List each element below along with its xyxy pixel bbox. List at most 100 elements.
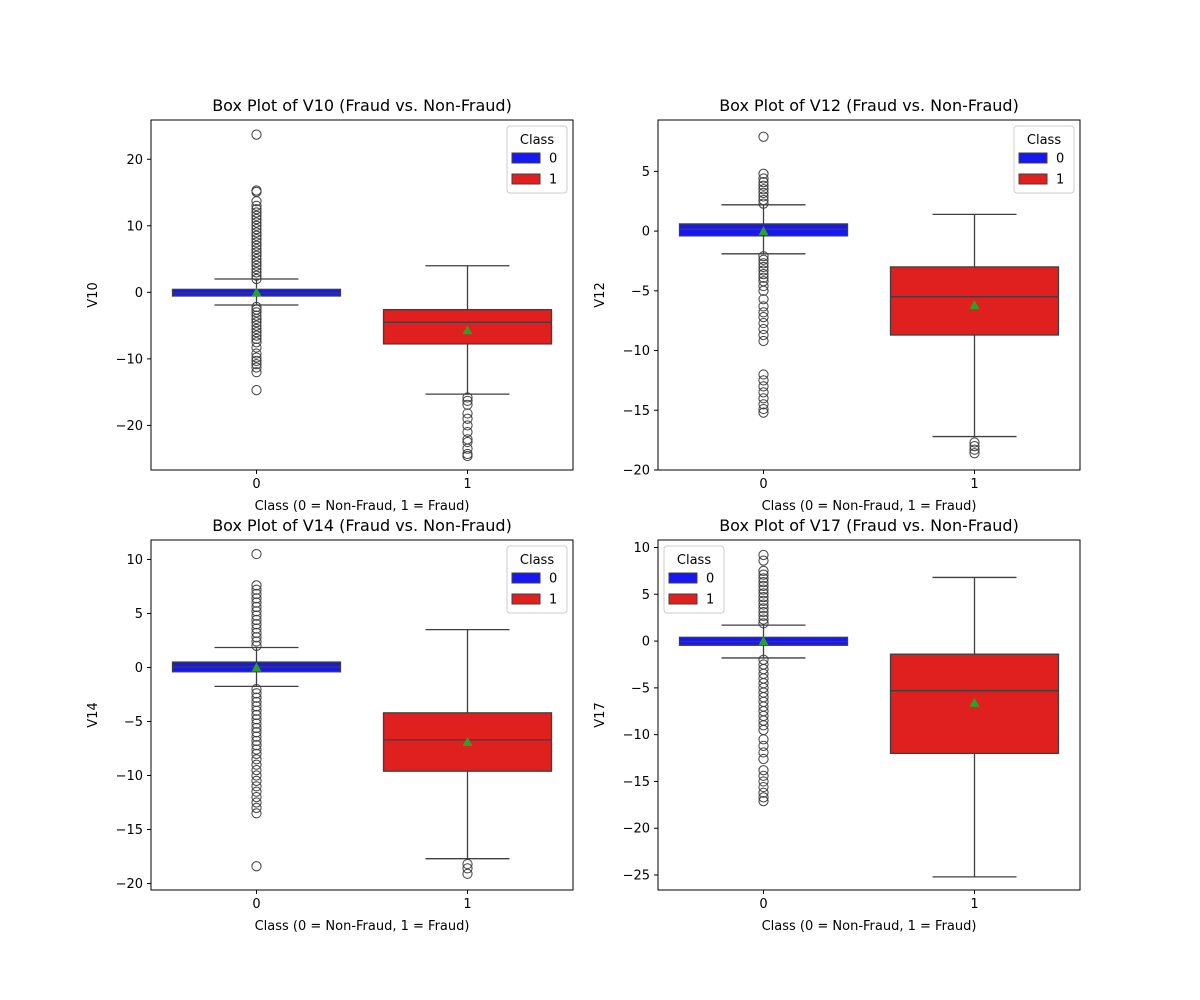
outlier-point: [758, 747, 769, 758]
legend-label-class-0: 0: [549, 152, 557, 167]
outlier-point: [758, 254, 769, 265]
outlier-point: [758, 191, 769, 202]
outlier-point: [758, 323, 769, 335]
legend-label-class-0: 0: [706, 572, 714, 587]
outlier-point: [251, 200, 262, 211]
box-group-class-1: [382, 629, 553, 879]
outlier-point: [251, 718, 262, 729]
axes-frame: [150, 119, 574, 471]
outlier-point: [251, 240, 262, 251]
legend-swatch-class-1: [511, 593, 541, 605]
y-tick-label: −10: [623, 728, 650, 743]
box-group-class-0: [678, 131, 849, 418]
outlier-point: [758, 375, 769, 386]
y-axis-label: V14: [86, 702, 101, 727]
outlier-point: [251, 317, 262, 328]
outlier-point: [758, 307, 769, 318]
mean-marker: [251, 662, 262, 672]
outlier-point: [251, 802, 262, 814]
outlier-point: [251, 342, 262, 353]
box-group-class-1: [889, 576, 1060, 878]
legend-title: Class: [1027, 133, 1061, 148]
legend-swatch-class-1: [511, 173, 541, 185]
outlier-point: [462, 426, 473, 438]
axes-frame: [657, 539, 1081, 891]
outlier-point: [969, 441, 980, 452]
outlier-point: [251, 243, 262, 255]
y-tick-label: −10: [116, 769, 143, 784]
outlier-point: [758, 369, 769, 380]
outlier-point: [758, 720, 769, 731]
outlier-point: [462, 395, 473, 406]
x-axis-label: Class (0 = Non-Fraud, 1 = Fraud): [255, 499, 470, 514]
outlier-point: [758, 393, 769, 404]
outlier-point: [251, 247, 262, 258]
outlier-point: [758, 603, 769, 614]
x-axis-label: Class (0 = Non-Fraud, 1 = Fraud): [762, 499, 977, 514]
legend-title: Class: [520, 133, 554, 148]
outlier-point: [251, 367, 262, 378]
y-tick-label: −20: [116, 419, 143, 434]
y-tick-label: −5: [631, 284, 650, 299]
outlier-point: [251, 791, 262, 803]
legend: Class 0 1: [506, 545, 568, 614]
y-axis-label: V17: [593, 702, 608, 727]
outlier-point: [251, 355, 262, 366]
outlier-point: [758, 787, 769, 798]
outlier-point: [251, 129, 262, 140]
outlier-point: [251, 705, 262, 716]
outlier-point: [251, 260, 262, 271]
outlier-point: [758, 317, 769, 329]
outlier-point: [251, 330, 262, 341]
outlier-point: [251, 588, 262, 600]
y-tick-label: 10: [126, 553, 143, 568]
chart-title: Box Plot of V14 (Fraud vs. Non-Fraud): [212, 516, 512, 535]
y-tick-label: 5: [642, 165, 650, 180]
y-tick-label: 10: [126, 219, 143, 234]
outlier-point: [251, 220, 262, 231]
outlier-point: [251, 263, 262, 275]
y-tick-label: −20: [116, 877, 143, 892]
legend: Class 0 1: [663, 545, 725, 614]
y-tick-label: −20: [623, 822, 650, 837]
outlier-point: [758, 285, 769, 296]
outlier-point: [251, 597, 262, 608]
outlier-point: [758, 407, 769, 418]
y-tick-label: −10: [116, 352, 143, 367]
y-tick-label: 0: [135, 661, 143, 676]
outlier-point: [969, 448, 980, 459]
outlier-point: [251, 359, 262, 370]
outlier-point: [251, 632, 262, 643]
outlier-point: [969, 444, 980, 455]
legend-title: Class: [677, 553, 711, 568]
outlier-point: [758, 294, 769, 305]
outlier-point: [251, 740, 262, 751]
chart-title: Box Plot of V17 (Fraud vs. Non-Fraud): [719, 516, 1019, 535]
outlier-point: [758, 599, 769, 610]
outlier-point: [758, 555, 769, 566]
outlier-point: [758, 177, 769, 188]
outlier-point: [251, 234, 262, 245]
outlier-point: [251, 337, 262, 348]
y-tick-label: −20: [623, 464, 650, 479]
outlier-point: [758, 301, 769, 312]
legend-label-class-0: 0: [549, 572, 557, 587]
outlier-point: [251, 237, 262, 248]
outlier-point: [758, 781, 769, 793]
outlier-point: [462, 863, 473, 874]
outlier-point: [969, 437, 980, 448]
legend-swatch-class-1: [668, 593, 698, 605]
outlier-point: [251, 217, 262, 228]
legend-label-class-1: 1: [706, 593, 714, 608]
outlier-point: [251, 627, 262, 639]
outlier-point: [251, 786, 262, 797]
mean-marker: [758, 636, 769, 646]
outlier-point: [251, 385, 262, 396]
outlier-point: [251, 250, 262, 261]
outlier-point: [758, 403, 769, 415]
outlier-point: [251, 861, 262, 872]
y-tick-label: 0: [135, 286, 143, 301]
legend-label-class-0: 0: [1056, 152, 1064, 167]
outlier-point: [251, 320, 262, 331]
